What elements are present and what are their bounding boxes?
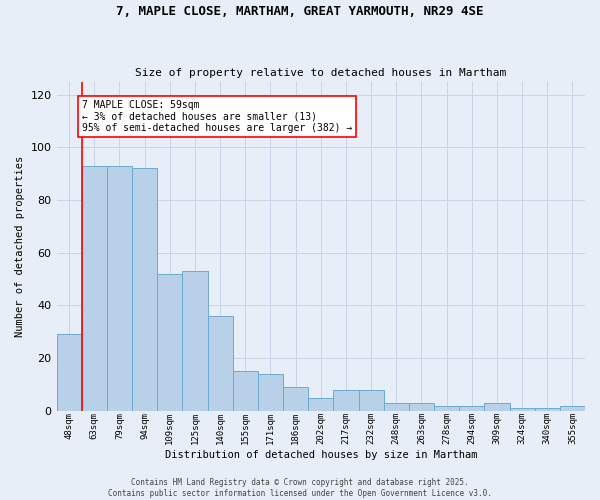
Bar	[258, 374, 283, 411]
Bar	[509, 408, 535, 411]
Text: Contains HM Land Registry data © Crown copyright and database right 2025.
Contai: Contains HM Land Registry data © Crown c…	[108, 478, 492, 498]
Bar	[484, 403, 509, 411]
Bar	[334, 390, 359, 411]
Bar	[383, 403, 409, 411]
Bar	[409, 403, 434, 411]
Y-axis label: Number of detached properties: Number of detached properties	[15, 156, 25, 337]
Bar	[182, 271, 208, 411]
Bar	[107, 166, 132, 411]
Title: Size of property relative to detached houses in Martham: Size of property relative to detached ho…	[135, 68, 506, 78]
Bar	[359, 390, 383, 411]
Bar	[233, 372, 258, 411]
Bar	[56, 334, 82, 411]
Bar	[560, 406, 585, 411]
Text: 7 MAPLE CLOSE: 59sqm
← 3% of detached houses are smaller (13)
95% of semi-detach: 7 MAPLE CLOSE: 59sqm ← 3% of detached ho…	[82, 100, 352, 133]
Bar	[535, 408, 560, 411]
Bar	[434, 406, 459, 411]
Bar	[308, 398, 334, 411]
X-axis label: Distribution of detached houses by size in Martham: Distribution of detached houses by size …	[164, 450, 477, 460]
Bar	[82, 166, 107, 411]
Bar	[157, 274, 182, 411]
Bar	[283, 387, 308, 411]
Bar	[208, 316, 233, 411]
Bar	[132, 168, 157, 411]
Bar	[459, 406, 484, 411]
Text: 7, MAPLE CLOSE, MARTHAM, GREAT YARMOUTH, NR29 4SE: 7, MAPLE CLOSE, MARTHAM, GREAT YARMOUTH,…	[116, 5, 484, 18]
